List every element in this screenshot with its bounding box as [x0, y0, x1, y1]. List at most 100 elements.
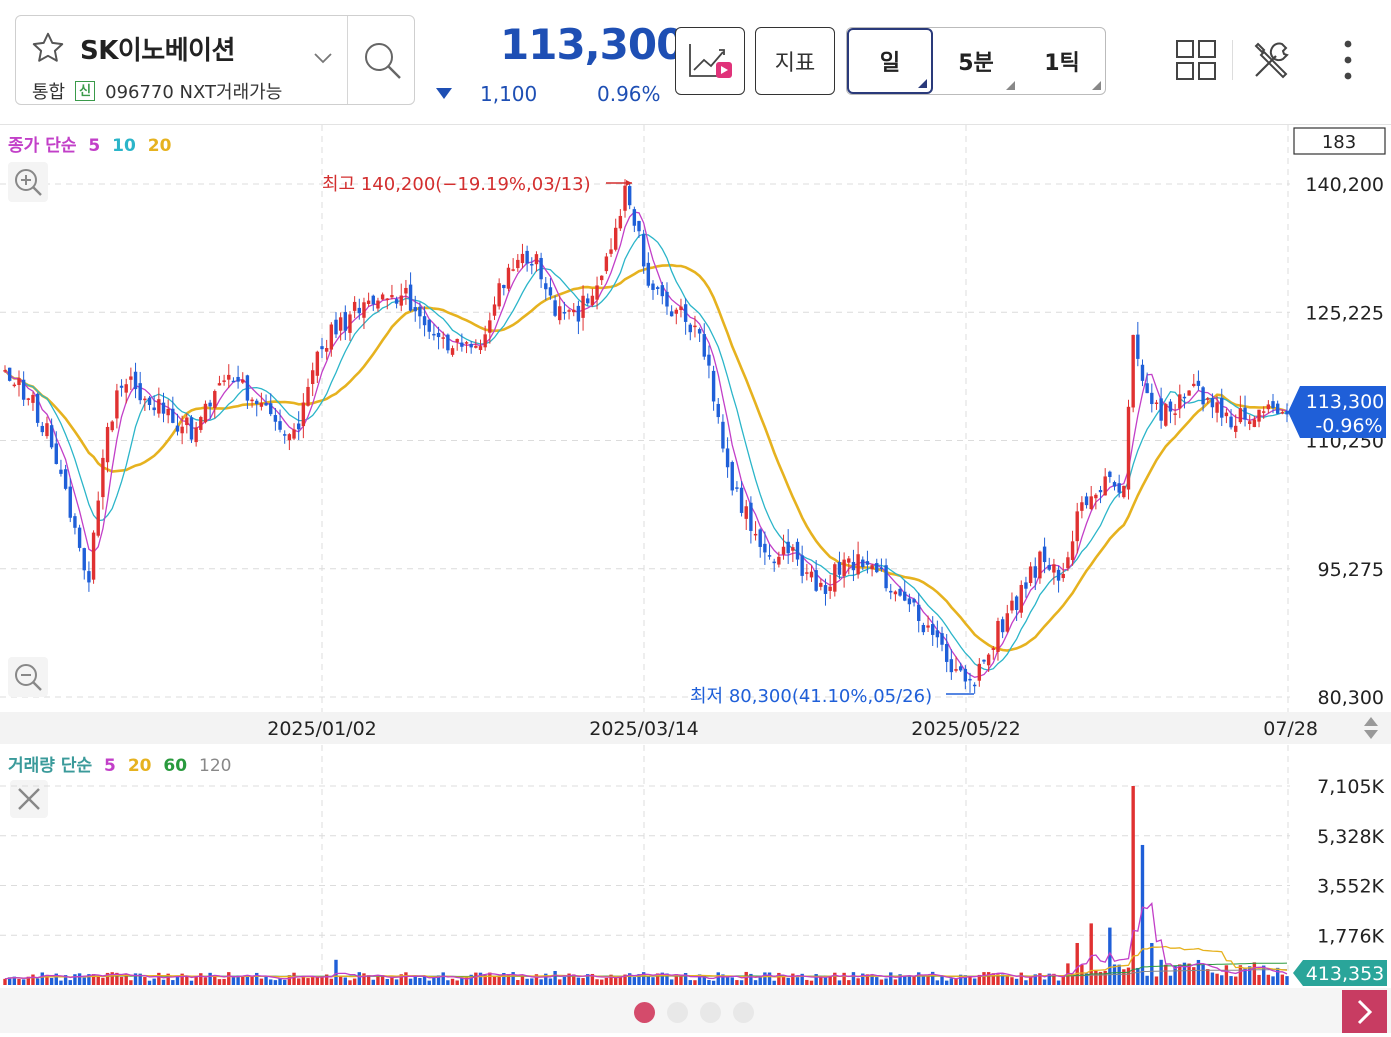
page-dot-4[interactable]: [733, 1002, 754, 1023]
volume-bar: [870, 974, 874, 985]
candle-body: [283, 434, 287, 436]
candle-body: [693, 325, 697, 328]
more-menu-icon[interactable]: [1326, 38, 1370, 82]
chart-video-button[interactable]: [675, 27, 745, 95]
candle-body: [143, 398, 147, 401]
chevron-down-icon[interactable]: [314, 52, 332, 64]
candle-body: [460, 342, 464, 347]
candle-body: [1164, 404, 1168, 426]
candle-body: [1126, 406, 1131, 490]
candle-body: [739, 487, 744, 513]
volume-bar: [502, 972, 506, 985]
candle-body: [511, 269, 515, 271]
candle-body: [604, 256, 609, 272]
volume-bar: [758, 976, 762, 985]
volume-bar: [157, 972, 161, 985]
volume-bar: [1192, 967, 1196, 985]
candle-body: [749, 502, 753, 531]
candle-body: [217, 383, 222, 386]
candle-body: [931, 624, 935, 635]
settings-tools-icon[interactable]: [1250, 38, 1294, 82]
volume-bar: [1224, 965, 1229, 985]
candle-body: [1010, 600, 1014, 611]
stock-selector[interactable]: SK이노베이션 통합 신 096770 NXT거래가능: [15, 15, 415, 105]
zoom-out-icon[interactable]: [8, 657, 48, 697]
candle-body: [1271, 401, 1275, 409]
price-legend-label: 종가 단순: [8, 136, 77, 156]
volume-bar: [879, 979, 884, 985]
volume-bar: [73, 974, 77, 985]
volume-bar: [194, 976, 198, 985]
volume-bar: [856, 978, 860, 985]
page-dot-3[interactable]: [700, 1002, 721, 1023]
candle-body: [1080, 502, 1084, 511]
stock-name[interactable]: SK이노베이션: [80, 36, 235, 66]
candle-count: 183: [1322, 132, 1356, 153]
vol-ma5-legend: 5: [104, 756, 116, 776]
search-icon[interactable]: [362, 40, 404, 82]
candle-body: [837, 562, 842, 575]
candle-body: [572, 309, 576, 313]
candle-body: [646, 262, 651, 286]
favorite-star-icon[interactable]: [30, 30, 66, 66]
period-selector: 일 5분 1틱: [846, 27, 1106, 95]
candle-body: [287, 434, 292, 441]
axis-scroll-icon[interactable]: [1364, 717, 1378, 739]
close-icon[interactable]: [10, 780, 48, 818]
candle-body: [180, 426, 184, 434]
volume-axis: 7,105K 5,328K 3,552K 1,776K: [1317, 776, 1384, 947]
volume-bar: [241, 976, 245, 985]
volume-bar: [833, 972, 837, 985]
candle-body: [1248, 421, 1252, 424]
indicator-button[interactable]: 지표: [755, 27, 835, 95]
candle-body: [1201, 387, 1205, 405]
volume-bar: [991, 973, 996, 985]
candle-body: [544, 283, 548, 290]
candle-body: [506, 267, 511, 289]
period-5min-tab[interactable]: 5분: [933, 28, 1019, 94]
volume-bar: [903, 976, 907, 985]
candle-body: [54, 443, 58, 464]
candle-body: [1028, 566, 1033, 584]
period-daily-tab[interactable]: 일: [847, 28, 933, 94]
candle-body: [977, 663, 982, 681]
candle-body: [632, 209, 637, 226]
volume-bar: [809, 980, 814, 985]
page-dot-1[interactable]: [634, 1002, 655, 1023]
candle-body: [49, 425, 54, 448]
candle-body: [879, 567, 884, 570]
candle-body: [1024, 582, 1028, 589]
candle-body: [390, 295, 394, 298]
volume-bar: [45, 974, 49, 985]
volume-bar: [721, 974, 725, 985]
candle-body: [907, 598, 912, 605]
candle-body: [627, 186, 632, 206]
volume-bar: [12, 976, 17, 985]
volume-bar: [1033, 974, 1037, 985]
candle-body: [655, 287, 660, 289]
layout-grid-icon[interactable]: [1174, 38, 1218, 82]
candle-body: [833, 564, 837, 592]
period-1tick-tab[interactable]: 1틱: [1019, 28, 1105, 94]
candle-body: [847, 558, 851, 563]
zoom-in-icon[interactable]: [8, 162, 48, 202]
volume-bar: [1275, 967, 1280, 985]
page-dot-2[interactable]: [667, 1002, 688, 1023]
candle-body: [1220, 397, 1224, 418]
candle-body: [418, 306, 422, 317]
candle-body: [17, 378, 21, 385]
next-page-button[interactable]: [1342, 990, 1387, 1033]
volume-bar: [1243, 967, 1247, 985]
volume-bar: [688, 980, 692, 985]
volume-bar: [306, 978, 310, 985]
candle-body: [553, 300, 557, 316]
volume-bar: [828, 976, 832, 985]
candle-body: [68, 486, 72, 518]
candle-body: [250, 399, 254, 402]
candle-body: [520, 253, 525, 264]
volume-bar: [231, 976, 236, 985]
candle-body: [338, 317, 343, 331]
volume-bar: [101, 977, 105, 985]
stock-chart[interactable]: 종가 단순 5 10 20 183 140,200125,225110,2509…: [0, 125, 1391, 1033]
volume-bar: [530, 978, 534, 985]
